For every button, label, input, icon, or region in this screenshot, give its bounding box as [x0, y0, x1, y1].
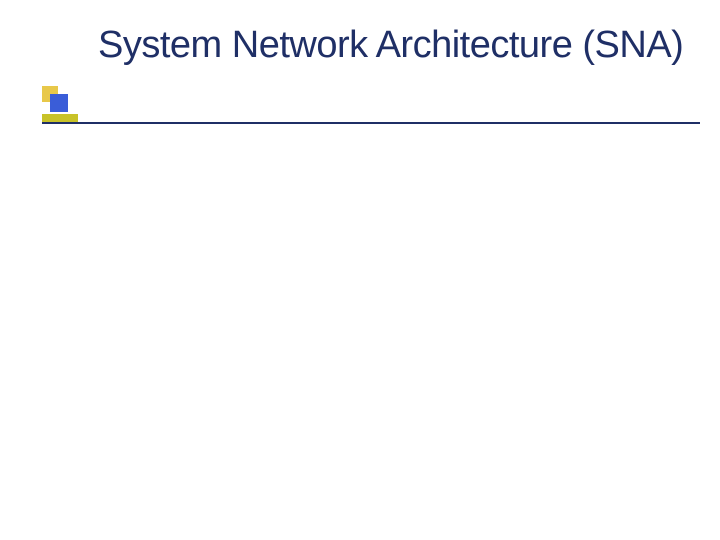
title-area: System Network Architecture (SNA)	[98, 22, 690, 70]
divider-line	[42, 122, 700, 124]
slide-title: System Network Architecture (SNA)	[98, 22, 690, 70]
marker-front-square	[50, 94, 68, 112]
title-bullet-marker	[42, 86, 70, 114]
slide: System Network Architecture (SNA)	[0, 0, 720, 540]
